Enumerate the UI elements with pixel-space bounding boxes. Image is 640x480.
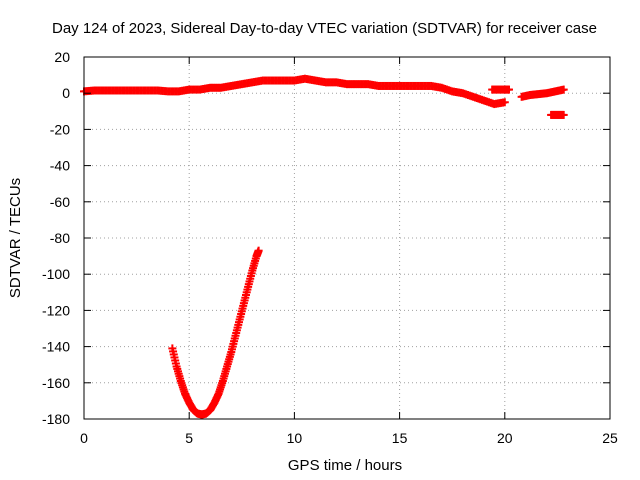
data-point	[254, 246, 263, 255]
y-tick-label: -180	[42, 411, 70, 427]
data-point	[505, 85, 514, 94]
x-axis-label: GPS time / hours	[288, 457, 402, 474]
y-tick-label: -140	[42, 339, 70, 355]
x-tick-label: 25	[602, 430, 618, 446]
x-tick-label: 0	[80, 430, 88, 446]
chart-title: Day 124 of 2023, Sidereal Day-to-day VTE…	[52, 20, 597, 37]
y-tick-label: -100	[42, 266, 70, 282]
x-tick-label: 20	[497, 430, 513, 446]
axis-ticks: 0 5 10 15 20 25 20 0 -20 -40 -60 -80 -100 -120 -140 -16…	[42, 49, 618, 446]
y-tick-label: 0	[62, 85, 70, 101]
x-tick-label: 15	[392, 430, 408, 446]
y-tick-label: -160	[42, 375, 70, 391]
x-tick-label: 5	[185, 430, 193, 446]
y-axis-label: SDTVAR / TECUs	[7, 178, 24, 298]
y-tick-label: 20	[54, 49, 70, 65]
y-tick-label: -120	[42, 302, 70, 318]
data-point	[500, 98, 509, 107]
y-tick-label: -80	[50, 230, 70, 246]
data-point	[559, 110, 568, 119]
x-tick-label: 10	[287, 430, 303, 446]
y-tick-label: -60	[50, 194, 70, 210]
data-points	[80, 74, 568, 419]
data-point	[559, 85, 568, 94]
plot-frame	[83, 56, 611, 420]
y-tick-label: -40	[50, 158, 70, 174]
y-tick-label: -20	[50, 121, 70, 137]
grid-lines	[84, 57, 610, 419]
